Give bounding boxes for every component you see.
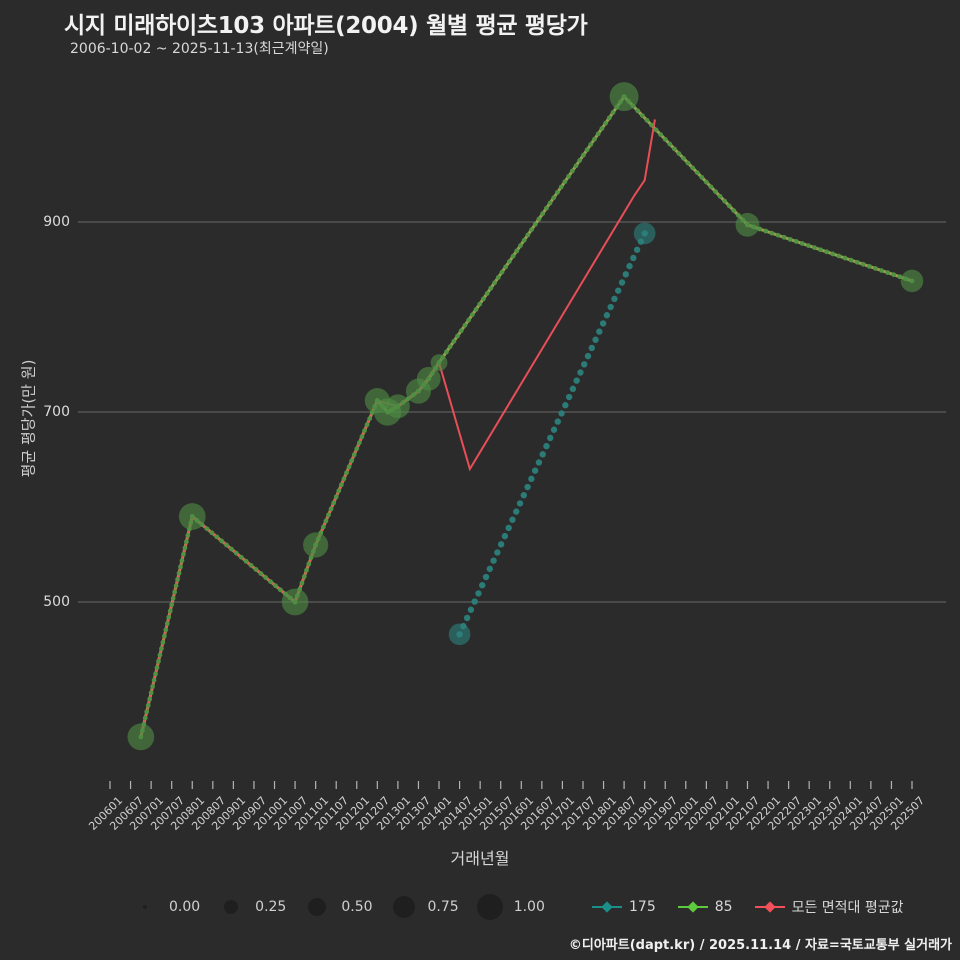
footer-credit: ©디아파트(dapt.kr) / 2025.11.14 / 자료=국토교통부 실… [568,938,952,953]
data-point [364,388,390,414]
data-point [633,222,656,245]
legend-series-item[interactable]: 175 [592,899,656,915]
page-subtitle: 2006-10-02 ~ 2025-11-13(최근계약일) [70,41,329,57]
series-dotted-line [456,230,648,638]
y-axis-title: 평균 평당가(만 원) [19,359,38,478]
legend-series-marker [677,901,708,913]
legend-size-item: 0.75 [389,896,475,918]
legend-size-scale: 0.00 0.25 0.50 0.75 1.00 [130,890,561,924]
chart-legend: 0.00 0.25 0.50 0.75 1.00 175 85 모든 면적대 평균값 [0,890,960,924]
data-point [900,269,924,293]
legend-size-label: 1.00 [513,899,545,915]
legend-series-diamond-icon [601,901,613,913]
legend-size-dot [476,894,503,920]
legend-size-dot-holder [130,905,160,909]
legend-size-dot-holder [302,898,332,916]
data-point [416,366,441,391]
y-axis-tick-label: 700 [43,404,70,420]
x-axis-title: 거래년월 [450,849,510,868]
legend-size-item: 0.50 [302,898,388,916]
data-point [385,394,410,419]
data-point [373,398,402,426]
legend-size-dot-holder [389,896,419,918]
legend-series-item[interactable]: 모든 면적대 평균값 [754,897,904,917]
legend-size-label: 0.00 [169,899,201,915]
legend-size-item: 0.25 [216,899,302,915]
legend-series-label: 85 [714,899,733,915]
legend-series-marker [754,901,785,913]
legend-series-marker [592,901,622,913]
data-point [281,588,309,616]
legend-series-item[interactable]: 85 [677,899,733,915]
legend-size-dot [308,898,327,916]
series-avg-line [139,119,656,738]
legend-size-item: 0.00 [130,899,216,915]
series-markers [448,222,656,646]
page-title: 시지 미래하이츠103 아파트(2004) 월별 평균 평당가 [64,13,588,39]
legend-size-label: 0.75 [427,899,459,915]
data-point [178,503,206,530]
data-point [609,82,639,112]
legend-size-label: 0.25 [255,899,287,915]
data-point [303,532,329,558]
series-markers [127,82,924,751]
legend-series-label: 175 [629,899,656,915]
y-axis-ticks: 500 700 900 [0,0,70,960]
legend-size-dot-holder [475,894,505,920]
legend-size-dot [392,896,415,918]
data-point [735,212,760,237]
legend-size-label: 0.50 [341,899,373,915]
legend-size-item: 1.00 [475,894,561,920]
series-85-line [139,94,913,738]
legend-size-dot [143,905,147,909]
legend-series-label: 모든 면적대 평균값 [791,900,904,916]
y-axis-tick-label: 900 [43,214,70,230]
legend-size-dot [224,900,239,914]
y-axis-tick-label: 500 [43,594,70,610]
legend-series-diamond-icon [687,901,699,913]
legend-series-diamond-icon [763,901,776,913]
legend-series-list: 175 85 모든 면적대 평균값 [592,890,926,924]
series-dotted-line [138,94,915,740]
data-point [448,623,471,646]
data-point [430,354,448,371]
data-point [405,378,432,404]
legend-size-dot-holder [216,900,246,914]
data-point [127,723,155,751]
